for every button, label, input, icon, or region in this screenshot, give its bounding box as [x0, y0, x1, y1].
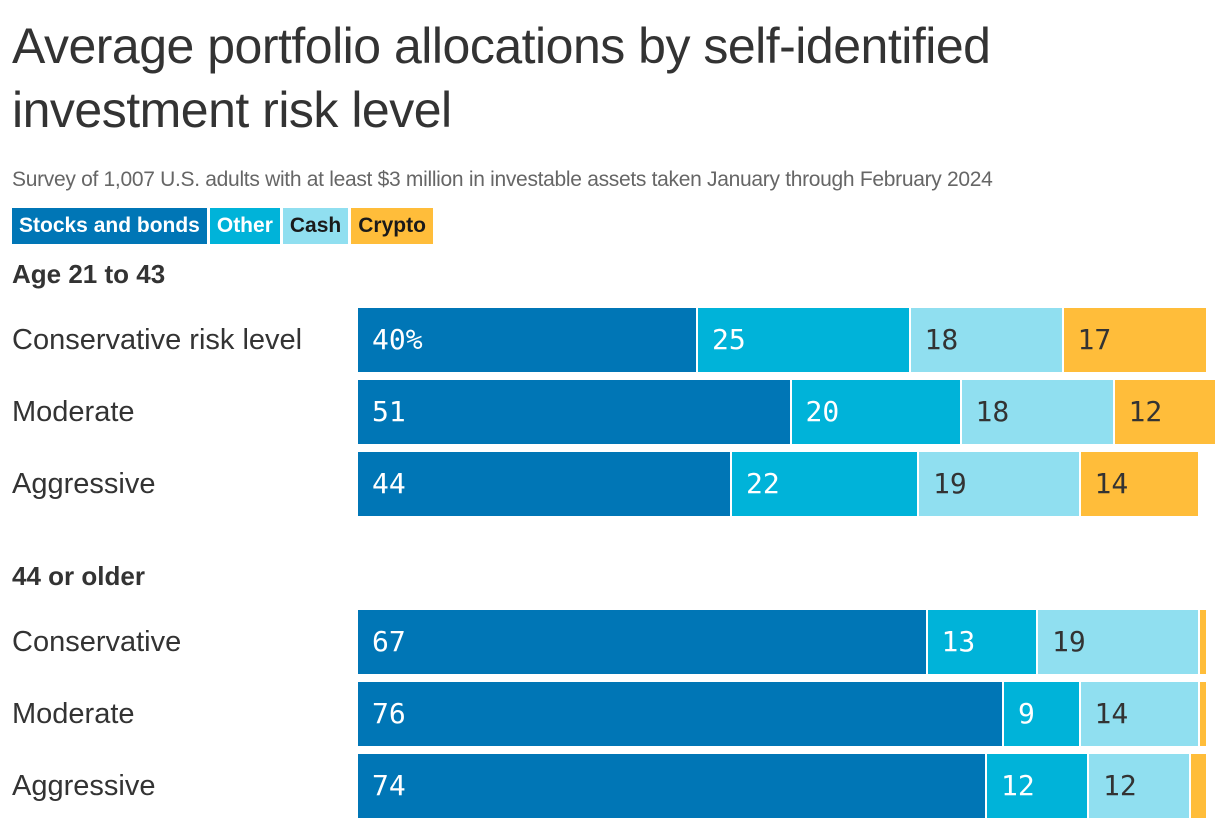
bar-segment-other: [1004, 682, 1079, 746]
bar-segment-cash: [910, 308, 1062, 372]
data-label: 67: [372, 625, 406, 658]
bar-segment-stocks-and-bonds: [358, 308, 696, 372]
bar-segment-cash: [961, 380, 1113, 444]
bar-segment-stocks-and-bonds: [358, 682, 1002, 746]
bar-row: 67 13 19: [358, 610, 1208, 674]
bar-row: 44 22 19 14: [358, 452, 1208, 516]
bar-row: 40% 25 18 17: [358, 308, 1208, 372]
row-label: Conservative: [12, 626, 182, 658]
bar-segment-crypto: [1191, 754, 1206, 818]
bar-segment-cash: [1080, 682, 1198, 746]
legend-item-crypto: Crypto: [351, 208, 433, 244]
bar-segment-other: [791, 380, 960, 444]
row-label: Conservative risk level: [12, 324, 303, 356]
group-label: Age 21 to 43: [12, 259, 166, 289]
data-label: 22: [746, 467, 780, 500]
data-label: 12: [1103, 769, 1137, 802]
bar-segment-cash: [919, 452, 1079, 516]
bar-segment-cash: [1038, 610, 1198, 674]
bar-segment-stocks-and-bonds: [358, 610, 926, 674]
data-label: 12: [1128, 395, 1163, 428]
data-label: 44: [372, 467, 406, 500]
row-label: Aggressive: [12, 468, 156, 500]
data-label: 76: [372, 697, 406, 730]
data-label: 40%: [372, 323, 423, 356]
data-label: 19: [933, 467, 967, 500]
bar-row: 76 9 14: [358, 682, 1208, 746]
legend-item-stocks-and-bonds: Stocks and bonds: [12, 208, 207, 244]
bar-segment-stocks-and-bonds: [358, 380, 790, 444]
data-label: 20: [805, 395, 840, 428]
data-label: 74: [372, 769, 406, 802]
chart-subtitle: Survey of 1,007 U.S. adults with at leas…: [12, 168, 993, 191]
bar-segment-crypto: [1063, 308, 1206, 372]
row-label: Moderate: [12, 698, 135, 730]
data-label: 13: [941, 625, 976, 658]
data-label: 14: [1094, 697, 1129, 730]
bar-segment-stocks-and-bonds: [358, 452, 730, 516]
chart-title: Average portfolio allocations by self-id…: [12, 18, 991, 138]
data-label: 18: [975, 395, 1010, 428]
group-label: 44 or older: [12, 561, 145, 591]
data-label: 12: [1001, 769, 1035, 802]
data-label: 9: [1018, 697, 1035, 730]
bar-segment-crypto: [1199, 682, 1206, 746]
legend-item-other: Other: [209, 208, 280, 244]
bar-segment-other: [987, 754, 1087, 818]
bar-segment-crypto: [1199, 610, 1206, 674]
row-label: Moderate: [12, 396, 135, 428]
bar-row: 74 12 12: [358, 754, 1208, 818]
bar-segment-crypto: [1114, 380, 1215, 444]
bar-row: 51 20 18 12: [358, 380, 1215, 444]
data-label: 19: [1052, 625, 1086, 658]
bar-segment-stocks-and-bonds: [358, 754, 985, 818]
bar-segment-crypto: [1080, 452, 1198, 516]
data-label: 18: [924, 323, 959, 356]
bar-segment-other: [732, 452, 917, 516]
legend-item-cash: Cash: [282, 208, 349, 244]
row-label: Aggressive: [12, 770, 156, 802]
legend: Stocks and bonds Other Cash Crypto: [12, 208, 433, 244]
data-label: 14: [1094, 467, 1129, 500]
bar-segment-other: [927, 610, 1036, 674]
bar-segment-cash: [1089, 754, 1189, 818]
data-label: 51: [372, 395, 406, 428]
data-label: 25: [712, 323, 746, 356]
data-label: 17: [1077, 323, 1112, 356]
bar-segment-other: [698, 308, 909, 372]
